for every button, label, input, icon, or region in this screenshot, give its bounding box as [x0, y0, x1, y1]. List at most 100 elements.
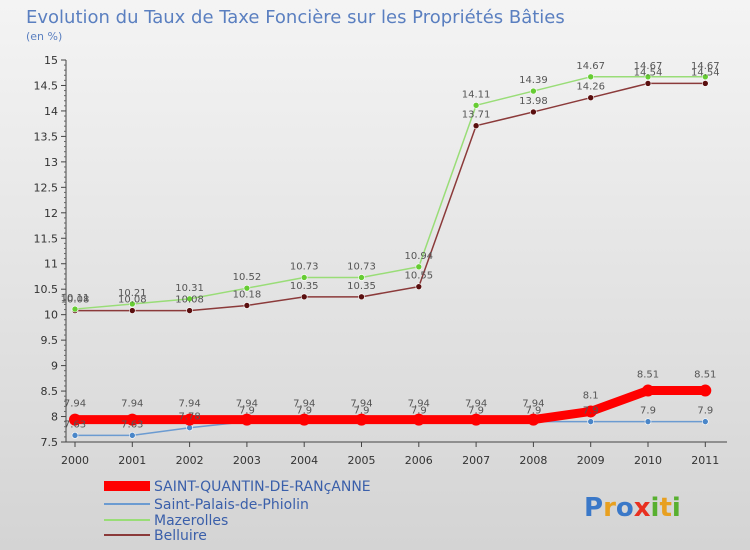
data-point [129, 432, 136, 439]
data-point [186, 307, 193, 314]
data-label: 7.94 [236, 399, 258, 410]
data-label: 14.67 [576, 61, 605, 72]
legend: SAINT-QUANTIN-DE-RANçANNE Saint-Palais-de… [104, 479, 371, 544]
x-tick-label: 2011 [691, 454, 719, 467]
data-label: 7.94 [465, 399, 487, 410]
logo-letter: o [616, 493, 634, 523]
data-label: 7.9 [239, 406, 255, 417]
logo-letter: t [659, 493, 671, 523]
data-label: 14.67 [634, 61, 663, 72]
y-tick-label: 9 [51, 360, 58, 373]
data-label: 7.9 [468, 406, 484, 417]
data-point [298, 413, 311, 426]
data-point [69, 413, 81, 426]
data-label: 8.51 [637, 370, 659, 381]
logo-letter: x [634, 493, 651, 523]
data-label: 10.35 [347, 281, 376, 292]
data-label: 10.94 [404, 251, 433, 262]
data-label: 14.39 [519, 75, 548, 86]
x-tick-label: 2001 [118, 454, 146, 467]
data-label: 10.18 [233, 289, 262, 300]
data-label: 7.9 [583, 406, 599, 417]
data-point [186, 424, 193, 432]
y-tick-label: 13.5 [34, 130, 59, 143]
x-tick-label: 2006 [405, 454, 433, 467]
y-tick-label: 7.5 [41, 436, 59, 449]
data-point [358, 274, 365, 281]
data-label: 14.67 [691, 61, 720, 72]
data-point [699, 384, 712, 397]
data-label: 7.9 [697, 406, 713, 417]
data-label: 10.55 [404, 271, 433, 282]
legend-label: SAINT-QUANTIN-DE-RANçANNE [154, 479, 371, 495]
data-label: 8.51 [694, 370, 716, 381]
y-tick-label: 12 [44, 207, 58, 220]
x-tick-label: 2003 [233, 454, 261, 467]
data-label: 7.94 [121, 399, 143, 410]
data-label: 7.63 [121, 419, 143, 430]
data-label: 14.26 [576, 82, 605, 93]
series-line [70, 386, 710, 425]
data-point [644, 73, 652, 81]
x-tick-label: 2004 [290, 454, 318, 467]
legend-label: Saint-Palais-de-Phiolin [154, 497, 309, 513]
data-point [472, 102, 480, 109]
series-line [74, 82, 707, 312]
data-label: 7.94 [293, 399, 315, 410]
data-point [642, 384, 654, 397]
data-label: 7.94 [64, 399, 86, 410]
axes: 7.5 8 8.5 9 9.5 10 10.5 11 11.5 12 12.5 13 13.5 14 14.… [34, 54, 727, 467]
data-label: 7.78 [178, 412, 200, 423]
y-tick-label: 10 [44, 309, 58, 322]
data-label: 7.94 [350, 399, 372, 410]
data-point [129, 300, 136, 308]
data-point [355, 413, 368, 426]
data-point [644, 418, 652, 425]
data-point [126, 413, 139, 426]
y-tick-label: 13 [44, 156, 58, 169]
data-label: 10.52 [233, 272, 262, 283]
data-point [701, 80, 709, 87]
data-point [183, 413, 196, 426]
data-point [587, 73, 595, 81]
data-label: 7.9 [354, 406, 370, 417]
data-label: 10.08 [175, 295, 204, 306]
logo-letter: r [603, 493, 616, 523]
chart-subtitle: (en %) [26, 30, 62, 43]
data-label: 13.98 [519, 96, 548, 107]
y-tick-label: 11.5 [34, 232, 59, 245]
data-point [71, 432, 79, 439]
data-label: 7.63 [64, 419, 86, 430]
y-tick-label: 9.5 [41, 334, 59, 347]
data-label: 7.9 [411, 406, 427, 417]
data-point [470, 413, 483, 426]
legend-label: Belluire [154, 528, 207, 544]
x-tick-label: 2005 [348, 454, 376, 467]
data-labels: 7.94 7.94 7.94 7.94 7.94 7.94 7.94 7.94 7.94 8.1 8… [61, 61, 720, 431]
data-point [300, 274, 308, 281]
data-label: 7.9 [296, 406, 312, 417]
chart-title: Evolution du Taux de Taxe Foncière sur l… [26, 7, 565, 28]
y-tick-label: 11 [44, 258, 58, 271]
data-label: 14.54 [691, 67, 720, 78]
data-point [129, 307, 136, 314]
data-point [530, 87, 537, 95]
data-point [186, 295, 193, 303]
data-label: 8.1 [583, 390, 599, 401]
y-tick-label: 8.5 [41, 385, 59, 398]
data-label: 14.11 [462, 89, 491, 100]
data-label: 7.94 [178, 399, 200, 410]
data-label: 10.08 [118, 295, 147, 306]
logo-letter: i [672, 493, 681, 523]
y-tick-label: 8 [51, 411, 58, 424]
legend-label: Mazerolles [154, 513, 228, 529]
data-point [527, 413, 540, 426]
data-label: 10.21 [118, 288, 147, 299]
y-tick-label: 12.5 [34, 181, 59, 194]
data-label: 7.94 [408, 399, 430, 410]
x-tick-label: 2008 [519, 454, 547, 467]
data-point [472, 122, 480, 130]
series-line [74, 76, 707, 310]
data-label: 7.9 [640, 406, 656, 417]
